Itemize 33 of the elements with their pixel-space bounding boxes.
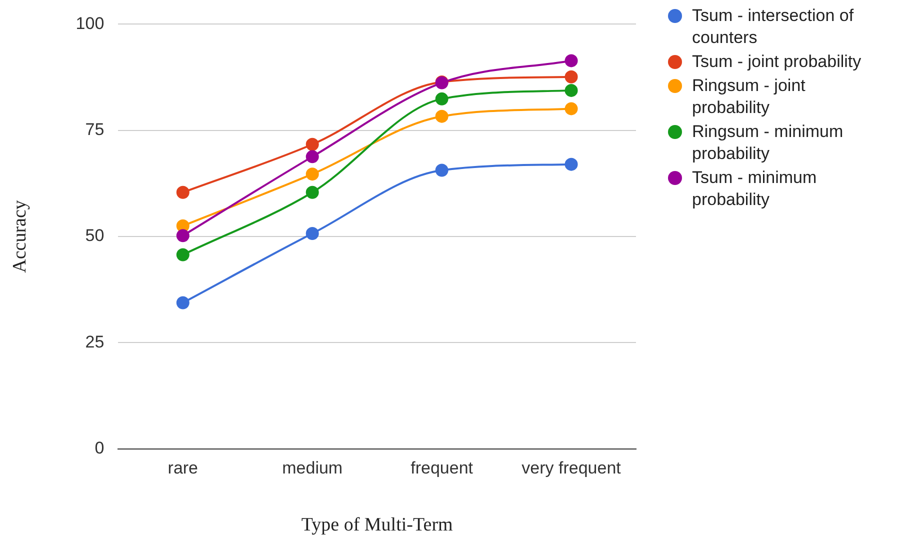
x-tick-label: rare	[168, 458, 198, 478]
x-tick-label: frequent	[410, 458, 474, 478]
point	[176, 248, 190, 262]
point	[435, 92, 448, 106]
point	[176, 229, 190, 242]
x-axis-title: Type of Multi-Term	[301, 514, 454, 536]
point	[564, 158, 578, 171]
point	[564, 70, 578, 84]
point	[176, 296, 190, 310]
y-tick-label: 100	[76, 14, 104, 33]
point	[564, 84, 578, 97]
point	[435, 110, 448, 123]
y-tick-label: 50	[85, 226, 104, 246]
point	[176, 186, 190, 199]
point	[306, 150, 319, 164]
x-tick-label: medium	[282, 458, 343, 478]
y-tick-label: 25	[85, 332, 104, 352]
y-tick-label: 75	[85, 120, 104, 140]
legend-label: Ringsum - minimum probability	[692, 121, 844, 165]
point	[306, 138, 319, 151]
point	[564, 102, 578, 116]
point	[306, 186, 319, 199]
legend-label: Tsum - minimum probability	[692, 167, 818, 211]
y-tick-label: 0	[94, 438, 104, 458]
legend-label: Tsum - intersection of counters	[692, 5, 855, 49]
legend-label: Ringsum - joint probability	[692, 75, 806, 119]
point	[306, 227, 319, 240]
x-tick-label: very frequent	[522, 458, 622, 478]
point	[306, 168, 319, 181]
legend-label: Tsum - joint probability	[692, 51, 862, 73]
point	[435, 164, 448, 177]
y-axis-title: Accuracy	[9, 200, 30, 273]
point	[564, 54, 578, 68]
